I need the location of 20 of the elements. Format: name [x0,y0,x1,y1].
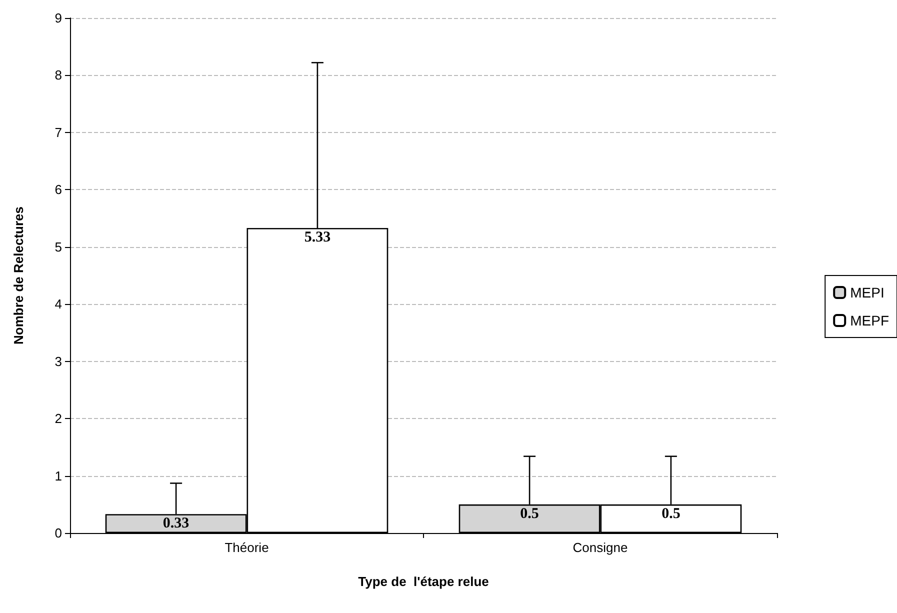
y-tick-label: 7 [54,124,62,140]
y-tick-label: 3 [54,354,62,369]
data-label: 5.33 [304,230,331,246]
x-tick-label: Théorie [224,540,269,555]
y-tick-label: 6 [54,182,62,198]
legend-label: MEPI [850,284,884,300]
y-tick-label: 5 [54,239,62,254]
y-tick-label: 1 [54,468,62,484]
data-label: 0.33 [162,516,190,532]
x-tick-label: Consigne [572,540,628,555]
data-label: 0.5 [662,506,680,522]
y-tick-label: 4 [54,296,62,312]
y-tick-label: 2 [54,411,62,426]
y-tick-label: 9 [54,10,62,26]
x-axis-title: Type de l'étape relue [358,574,489,589]
data-label: 0.5 [520,506,539,522]
y-tick-label: 8 [54,68,62,83]
y-axis-title: Nombre de Relectures [11,206,26,344]
legend-label: MEPF [850,312,889,328]
y-tick-label: 0 [54,526,62,540]
